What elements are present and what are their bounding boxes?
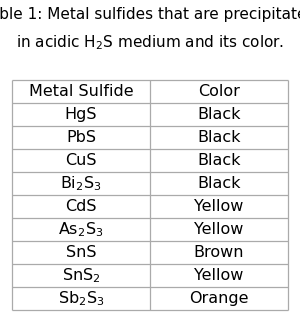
Text: SnS: SnS [66, 245, 96, 260]
Text: Black: Black [197, 107, 241, 122]
Text: CdS: CdS [65, 199, 97, 214]
Text: Brown: Brown [194, 245, 244, 260]
Text: in acidic H$_2$S medium and its color.: in acidic H$_2$S medium and its color. [16, 33, 284, 52]
Text: Yellow: Yellow [194, 222, 244, 237]
Text: Bi$_2$S$_3$: Bi$_2$S$_3$ [60, 174, 102, 193]
Text: Black: Black [197, 153, 241, 168]
Text: PbS: PbS [66, 130, 96, 145]
Text: As$_2$S$_3$: As$_2$S$_3$ [58, 220, 104, 239]
Text: Orange: Orange [189, 291, 249, 306]
Text: Sb$_2$S$_3$: Sb$_2$S$_3$ [58, 290, 104, 308]
Text: HgS: HgS [65, 107, 97, 122]
Text: Black: Black [197, 130, 241, 145]
Text: Black: Black [197, 176, 241, 191]
Text: Color: Color [198, 84, 240, 99]
Text: SnS$_2$: SnS$_2$ [62, 267, 100, 285]
Text: Yellow: Yellow [194, 268, 244, 283]
Text: CuS: CuS [65, 153, 97, 168]
Text: Table 1: Metal sulfides that are precipitated: Table 1: Metal sulfides that are precipi… [0, 7, 300, 22]
Text: Yellow: Yellow [194, 199, 244, 214]
Text: Metal Sulfide: Metal Sulfide [29, 84, 133, 99]
